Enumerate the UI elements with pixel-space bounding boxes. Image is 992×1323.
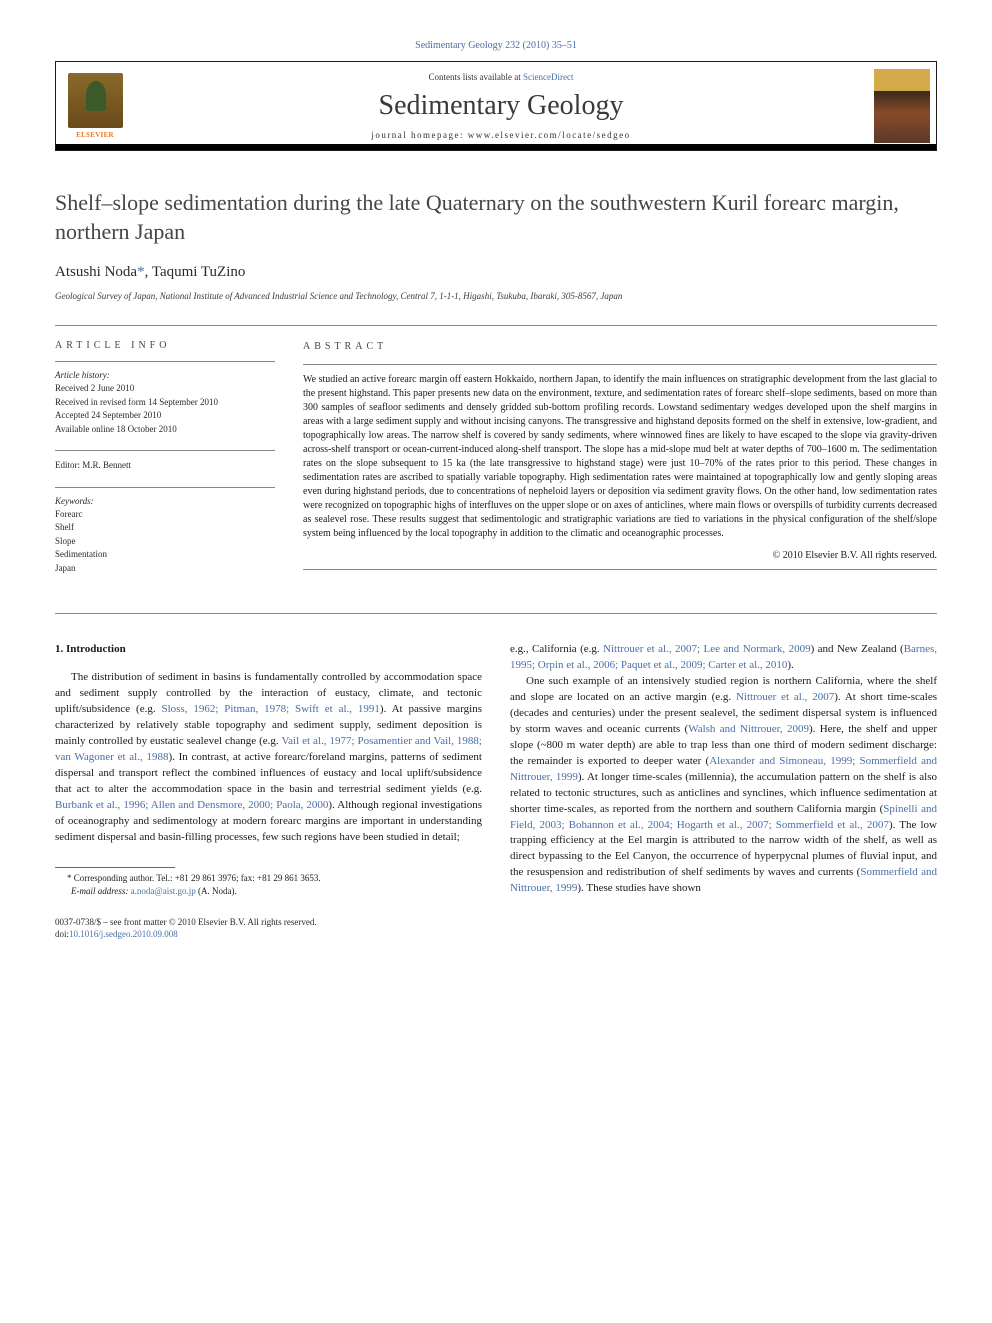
footnote-divider	[55, 867, 175, 868]
sciencedirect-link[interactable]: ScienceDirect	[523, 72, 573, 82]
body-left-column: 1. Introduction The distribution of sedi…	[55, 642, 482, 897]
page-footer: 0037-0738/$ – see front matter © 2010 El…	[55, 916, 937, 941]
email-label: E-mail address:	[71, 886, 128, 896]
abstract-column: ABSTRACT We studied an active forearc ma…	[303, 340, 937, 589]
keyword-4: Sedimentation	[55, 548, 275, 562]
abstract-text: We studied an active forearc margin off …	[303, 373, 937, 541]
doi-link[interactable]: 10.1016/j.sedgeo.2010.09.008	[69, 929, 178, 939]
ref-sloss-1962[interactable]: Sloss, 1962; Pitman, 1978; Swift et al.,…	[161, 703, 379, 715]
journal-title: Sedimentary Geology	[379, 90, 624, 122]
history-label: Article history:	[55, 370, 275, 380]
authors-line: Atsushi Noda*, Taqumi TuZino	[55, 264, 937, 281]
abstract-label: ABSTRACT	[303, 340, 937, 354]
elsevier-tree-icon	[68, 73, 123, 128]
elsevier-wordmark: ELSEVIER	[76, 131, 114, 139]
article-info-column: ARTICLE INFO Article history: Received 2…	[55, 340, 275, 589]
section-1-heading: 1. Introduction	[55, 642, 482, 658]
p2-text-c: ).	[787, 659, 793, 671]
online-date: Available online 18 October 2010	[55, 423, 275, 437]
journal-cover-thumbnail	[874, 69, 930, 143]
abstract-bottom-divider	[303, 569, 937, 570]
corresponding-author-footnote: * Corresponding author. Tel.: +81 29 861…	[55, 872, 482, 897]
revised-date: Received in revised form 14 September 20…	[55, 396, 275, 410]
p2-text-a: e.g., California (e.g.	[510, 643, 603, 655]
info-divider-2	[55, 450, 275, 451]
info-top-divider	[55, 325, 937, 326]
keywords-block: Keywords: Forearc Shelf Slope Sedimentat…	[55, 496, 275, 576]
info-divider-3	[55, 487, 275, 488]
banner-black-bar	[56, 144, 936, 150]
info-divider-1	[55, 361, 275, 362]
body-top-divider	[55, 613, 937, 614]
ref-burbank-1996[interactable]: Burbank et al., 1996; Allen and Densmore…	[55, 799, 328, 811]
keyword-2: Shelf	[55, 521, 275, 535]
info-abstract-row: ARTICLE INFO Article history: Received 2…	[55, 340, 937, 589]
accepted-date: Accepted 24 September 2010	[55, 409, 275, 423]
author-2: , Taqumi TuZino	[145, 264, 246, 280]
corresponding-author-mark[interactable]: *	[137, 264, 145, 280]
body-right-column: e.g., California (e.g. Nittrouer et al.,…	[510, 642, 937, 897]
journal-cover	[868, 62, 936, 150]
keywords-label: Keywords:	[55, 496, 275, 506]
keyword-3: Slope	[55, 535, 275, 549]
body-two-column: 1. Introduction The distribution of sedi…	[55, 642, 937, 897]
abstract-copyright: © 2010 Elsevier B.V. All rights reserved…	[303, 549, 937, 563]
journal-header-banner: ELSEVIER Contents lists available at Sci…	[55, 61, 937, 151]
article-info-label: ARTICLE INFO	[55, 340, 275, 351]
corr-email-author: (A. Noda).	[198, 886, 237, 896]
intro-paragraph-2: One such example of an intensively studi…	[510, 674, 937, 897]
banner-center: Contents lists available at ScienceDirec…	[134, 62, 868, 150]
keyword-5: Japan	[55, 562, 275, 576]
author-1: Atsushi Noda	[55, 264, 137, 280]
journal-homepage: journal homepage: www.elsevier.com/locat…	[371, 130, 630, 140]
front-matter-line: 0037-0738/$ – see front matter © 2010 El…	[55, 916, 317, 929]
article-history-block: Article history: Received 2 June 2010 Re…	[55, 370, 275, 436]
contents-available-line: Contents lists available at ScienceDirec…	[429, 72, 574, 82]
ref-walsh-2009[interactable]: Walsh and Nittrouer, 2009	[688, 723, 809, 735]
corr-tel-fax: * Corresponding author. Tel.: +81 29 861…	[55, 872, 482, 885]
received-date: Received 2 June 2010	[55, 382, 275, 396]
editor-block: Editor: M.R. Bennett	[55, 459, 275, 473]
elsevier-logo: ELSEVIER	[56, 62, 134, 150]
article-title: Shelf–slope sedimentation during the lat…	[55, 189, 937, 246]
ref-nittrouer-2007b[interactable]: Nittrouer et al., 2007	[736, 691, 834, 703]
abstract-divider	[303, 364, 937, 365]
intro-paragraph-1: The distribution of sediment in basins i…	[55, 670, 482, 845]
intro-paragraph-1-cont: e.g., California (e.g. Nittrouer et al.,…	[510, 642, 937, 674]
editor-line: Editor: M.R. Bennett	[55, 459, 275, 473]
contents-text: Contents lists available at	[429, 72, 523, 82]
keyword-1: Forearc	[55, 508, 275, 522]
ref-nittrouer-2007a[interactable]: Nittrouer et al., 2007; Lee and Normark,…	[603, 643, 811, 655]
footer-left: 0037-0738/$ – see front matter © 2010 El…	[55, 916, 317, 941]
p3-text-f: ). These studies have shown	[577, 882, 701, 894]
section-title: Introduction	[66, 643, 126, 655]
journal-citation-link[interactable]: Sedimentary Geology 232 (2010) 35–51	[55, 40, 937, 51]
doi-line: doi:10.1016/j.sedgeo.2010.09.008	[55, 928, 317, 941]
p2-text-b: ) and New Zealand (	[811, 643, 904, 655]
section-number: 1.	[55, 643, 63, 655]
affiliation: Geological Survey of Japan, National Ins…	[55, 291, 937, 301]
corr-email-link[interactable]: a.noda@aist.go.jp	[131, 886, 196, 896]
